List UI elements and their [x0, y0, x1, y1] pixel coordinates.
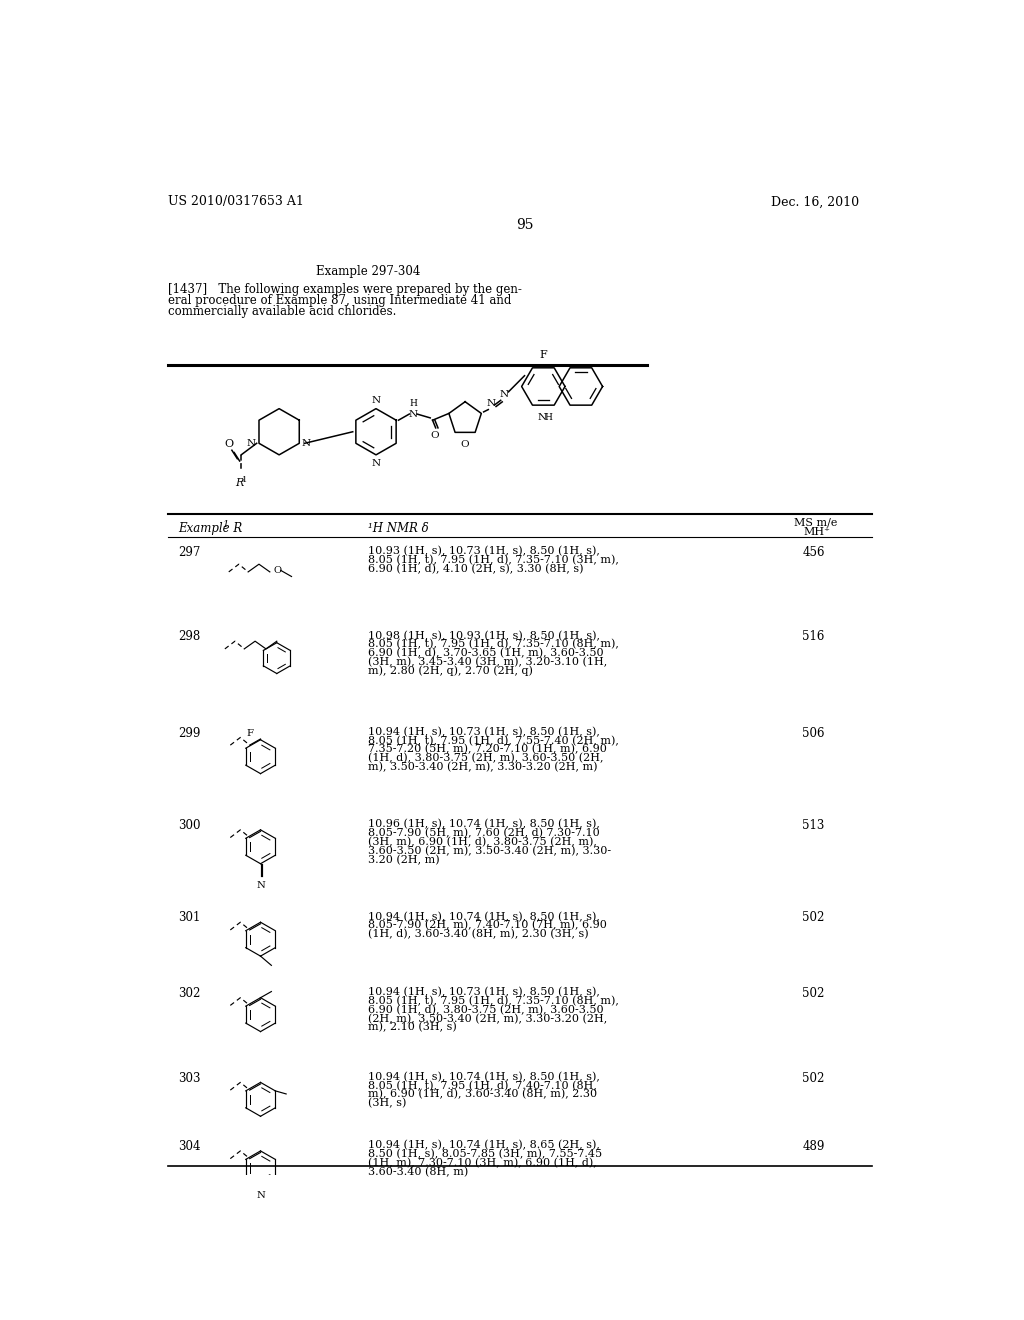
Text: commercially available acid chlorides.: commercially available acid chlorides.	[168, 305, 396, 318]
Text: 297: 297	[178, 545, 201, 558]
Text: 1: 1	[243, 475, 248, 483]
Text: 304: 304	[178, 1140, 201, 1154]
Text: [1437]   The following examples were prepared by the gen-: [1437] The following examples were prepa…	[168, 284, 522, 296]
Text: m), 2.80 (2H, q), 2.70 (2H, q): m), 2.80 (2H, q), 2.70 (2H, q)	[369, 665, 534, 676]
Text: 3.60-3.50 (2H, m), 3.50-3.40 (2H, m), 3.30-: 3.60-3.50 (2H, m), 3.50-3.40 (2H, m), 3.…	[369, 846, 611, 855]
Text: N: N	[247, 438, 256, 447]
Text: N: N	[302, 438, 310, 447]
Text: 95: 95	[516, 218, 534, 232]
Text: 8.05 (1H, t), 7.95 (1H, d), 7.35-7.10 (8H, m),: 8.05 (1H, t), 7.95 (1H, d), 7.35-7.10 (8…	[369, 639, 620, 649]
Text: 8.05-7.90 (5H, m), 7.60 (2H, d) 7.30-7.10: 8.05-7.90 (5H, m), 7.60 (2H, d) 7.30-7.1…	[369, 828, 600, 838]
Text: 489: 489	[802, 1140, 824, 1154]
Text: ¹H NMR δ: ¹H NMR δ	[369, 521, 429, 535]
Text: N: N	[500, 389, 509, 399]
Text: 502: 502	[802, 911, 824, 924]
Text: MS m/e: MS m/e	[795, 517, 838, 528]
Text: 8.05 (1H, t), 7.95 (1H, d), 7.35-7.10 (3H, m),: 8.05 (1H, t), 7.95 (1H, d), 7.35-7.10 (3…	[369, 554, 620, 565]
Text: F: F	[540, 350, 547, 359]
Text: N: N	[486, 399, 496, 408]
Text: (2H, m), 3.50-3.40 (2H, m), 3.30-3.20 (2H,: (2H, m), 3.50-3.40 (2H, m), 3.30-3.20 (2…	[369, 1014, 607, 1024]
Text: 8.50 (1H, s), 8.05-7.85 (3H, m), 7.55-7.45: 8.50 (1H, s), 8.05-7.85 (3H, m), 7.55-7.…	[369, 1148, 602, 1159]
Text: (1H, m), 7.30-7.10 (3H, m), 6.90 (1H, d),: (1H, m), 7.30-7.10 (3H, m), 6.90 (1H, d)…	[369, 1158, 597, 1168]
Text: O: O	[273, 566, 282, 574]
Text: F: F	[246, 729, 253, 738]
Text: m), 3.50-3.40 (2H, m), 3.30-3.20 (2H, m): m), 3.50-3.40 (2H, m), 3.30-3.20 (2H, m)	[369, 762, 598, 772]
Text: 456: 456	[802, 545, 824, 558]
Text: 299: 299	[178, 726, 201, 739]
Text: 10.94 (1H, s), 10.73 (1H, s), 8.50 (1H, s),: 10.94 (1H, s), 10.73 (1H, s), 8.50 (1H, …	[369, 726, 600, 737]
Text: 3.60-3.40 (8H, m): 3.60-3.40 (8H, m)	[369, 1167, 469, 1177]
Text: 6.90 (1H, d), 3.80-3.75 (2H, m), 3.60-3.50: 6.90 (1H, d), 3.80-3.75 (2H, m), 3.60-3.…	[369, 1005, 604, 1015]
Text: 516: 516	[802, 631, 824, 643]
Text: m), 6.90 (1H, d), 3.60-3.40 (8H, m), 2.30: m), 6.90 (1H, d), 3.60-3.40 (8H, m), 2.3…	[369, 1089, 597, 1100]
Text: 10.98 (1H, s), 10.93 (1H, s), 8.50 (1H, s),: 10.98 (1H, s), 10.93 (1H, s), 8.50 (1H, …	[369, 631, 600, 640]
Text: H: H	[410, 399, 417, 408]
Text: 506: 506	[802, 726, 824, 739]
Text: (1H, d), 3.60-3.40 (8H, m), 2.30 (3H, s): (1H, d), 3.60-3.40 (8H, m), 2.30 (3H, s)	[369, 929, 589, 940]
Text: N: N	[257, 880, 265, 890]
Text: 7.35-7.20 (5H, m), 7.20-7.10 (1H, m), 6.90: 7.35-7.20 (5H, m), 7.20-7.10 (1H, m), 6.…	[369, 744, 607, 755]
Text: Dec. 16, 2010: Dec. 16, 2010	[771, 195, 859, 209]
Text: N: N	[372, 459, 381, 467]
Text: 3.20 (2H, m): 3.20 (2H, m)	[369, 854, 440, 865]
Text: O: O	[461, 441, 469, 449]
Text: 502: 502	[802, 987, 824, 1001]
Text: 502: 502	[802, 1072, 824, 1085]
Text: R: R	[236, 478, 244, 488]
Text: 300: 300	[178, 818, 201, 832]
Text: 10.94 (1H, s), 10.74 (1H, s), 8.50 (1H, s),: 10.94 (1H, s), 10.74 (1H, s), 8.50 (1H, …	[369, 1072, 600, 1082]
Text: O: O	[224, 440, 233, 449]
Text: 6.90 (1H, d), 3.70-3.65 (1H, m), 3.60-3.50: 6.90 (1H, d), 3.70-3.65 (1H, m), 3.60-3.…	[369, 648, 604, 659]
Text: (3H, m), 3.45-3.40 (3H, m), 3.20-3.10 (1H,: (3H, m), 3.45-3.40 (3H, m), 3.20-3.10 (1…	[369, 657, 607, 668]
Text: 10.94 (1H, s), 10.73 (1H, s), 8.50 (1H, s),: 10.94 (1H, s), 10.73 (1H, s), 8.50 (1H, …	[369, 987, 600, 998]
Text: m), 2.10 (3H, s): m), 2.10 (3H, s)	[369, 1022, 457, 1032]
Text: 298: 298	[178, 631, 201, 643]
Text: 1: 1	[222, 520, 228, 529]
Text: 10.94 (1H, s), 10.74 (1H, s), 8.65 (2H, s),: 10.94 (1H, s), 10.74 (1H, s), 8.65 (2H, …	[369, 1140, 600, 1151]
Text: 6.90 (1H, d), 4.10 (2H, s), 3.30 (8H, s): 6.90 (1H, d), 4.10 (2H, s), 3.30 (8H, s)	[369, 564, 584, 574]
Text: 8.05 (1H, t), 7.95 (1H, d), 7.35-7.10 (8H, m),: 8.05 (1H, t), 7.95 (1H, d), 7.35-7.10 (8…	[369, 995, 620, 1006]
Text: (3H, m), 6.90 (1H, d), 3.80-3.75 (2H, m),: (3H, m), 6.90 (1H, d), 3.80-3.75 (2H, m)…	[369, 837, 597, 847]
Text: 8.05 (1H, t), 7.95 (1H, d), 7.55-7.40 (2H, m),: 8.05 (1H, t), 7.95 (1H, d), 7.55-7.40 (2…	[369, 735, 620, 746]
Text: 513: 513	[802, 818, 824, 832]
Text: 303: 303	[178, 1072, 201, 1085]
Text: Example 297-304: Example 297-304	[316, 264, 421, 277]
Text: MH⁺: MH⁺	[804, 527, 830, 537]
Text: N: N	[538, 413, 547, 421]
Text: N: N	[409, 409, 418, 418]
Text: Example R: Example R	[178, 521, 243, 535]
Text: US 2010/0317653 A1: US 2010/0317653 A1	[168, 195, 304, 209]
Text: 10.96 (1H, s), 10.74 (1H, s), 8.50 (1H, s),: 10.96 (1H, s), 10.74 (1H, s), 8.50 (1H, …	[369, 818, 600, 829]
Text: eral procedure of Example 87, using Intermediate 41 and: eral procedure of Example 87, using Inte…	[168, 294, 512, 308]
Text: 8.05 (1H, t), 7.95 (1H, d), 7.40-7.10 (8H,: 8.05 (1H, t), 7.95 (1H, d), 7.40-7.10 (8…	[369, 1081, 597, 1090]
Text: 10.94 (1H, s), 10.74 (1H, s), 8.50 (1H, s),: 10.94 (1H, s), 10.74 (1H, s), 8.50 (1H, …	[369, 911, 600, 921]
Text: 8.05-7.90 (2H, m), 7.40-7.10 (7H, m), 6.90: 8.05-7.90 (2H, m), 7.40-7.10 (7H, m), 6.…	[369, 920, 607, 931]
Text: N: N	[256, 1191, 265, 1200]
Text: O: O	[430, 430, 439, 440]
Text: (3H, s): (3H, s)	[369, 1098, 407, 1109]
Text: 302: 302	[178, 987, 201, 1001]
Text: 301: 301	[178, 911, 201, 924]
Text: H: H	[544, 413, 552, 421]
Text: (1H, d), 3.80-3.75 (2H, m), 3.60-3.50 (2H,: (1H, d), 3.80-3.75 (2H, m), 3.60-3.50 (2…	[369, 754, 604, 763]
Text: N: N	[372, 396, 381, 405]
Text: 10.93 (1H, s), 10.73 (1H, s), 8.50 (1H, s),: 10.93 (1H, s), 10.73 (1H, s), 8.50 (1H, …	[369, 545, 600, 556]
